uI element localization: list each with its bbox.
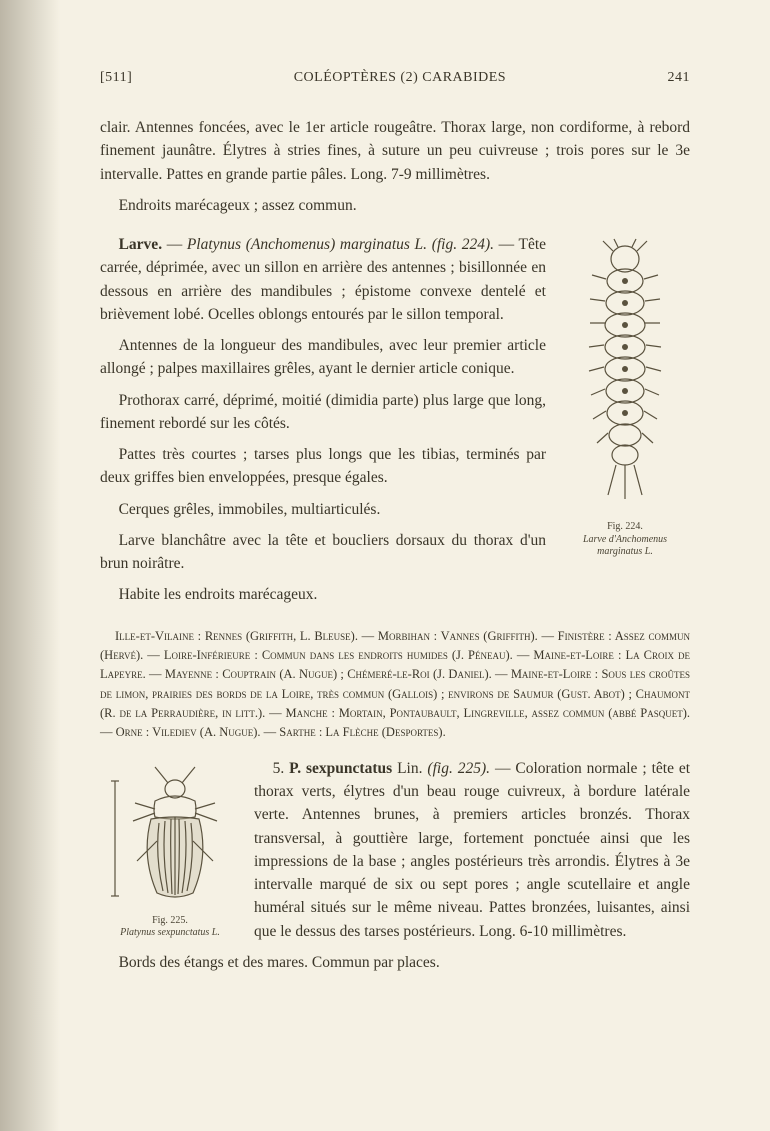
running-title: COLÉOPTÈRES (2) CARABIDES — [294, 70, 506, 86]
fig225-text: Platynus sexpunctatus L. — [120, 927, 220, 938]
fig224-num: Fig. 224. — [607, 521, 643, 532]
entry5-num: 5. — [273, 760, 285, 777]
intro-p2: Endroits marécageux ; assez commun. — [100, 194, 690, 217]
entry5-p2: Bords des étangs et des mares. Commun pa… — [100, 951, 690, 974]
entry-5: Fig. 225. Platynus sexpunctatus L. 5. P.… — [100, 757, 690, 982]
entry5-text: — Coloration normale ; tête et thorax ve… — [254, 760, 690, 940]
page-header: [511] COLÉOPTÈRES (2) CARABIDES 241 — [100, 70, 690, 86]
entry5-auth: Lin. — [397, 760, 422, 777]
larve-figref: (fig. 224). — [432, 236, 494, 253]
larve-p7: Habite les endroits marécageux. — [100, 583, 690, 606]
running-title-a: COLÉOPTÈRES — [294, 70, 397, 85]
larve-species: Platynus (Anchomenus) marginatus L. — [187, 236, 427, 253]
fig224-caption: Fig. 224. Larve d'Anchomenus marginatus … — [560, 521, 690, 559]
fig225-num: Fig. 225. — [152, 915, 188, 926]
entry5-name: P. sexpunctatus — [289, 760, 392, 777]
localities: Ille-et-Vilaine : Rennes (Griffith, L. B… — [100, 627, 690, 743]
larve-section: Fig. 224. Larve d'Anchomenus marginatus … — [100, 233, 690, 615]
entry5-figref: (fig. 225). — [427, 760, 490, 777]
running-title-b: CARABIDES — [422, 70, 506, 85]
figure-224: Fig. 224. Larve d'Anchomenus marginatus … — [560, 237, 690, 559]
fig224-text: Larve d'Anchomenus marginatus L. — [583, 534, 667, 558]
larva-illustration — [570, 237, 680, 517]
larve-label: Larve. — [119, 236, 162, 253]
page-content: [511] COLÉOPTÈRES (2) CARABIDES 241 clai… — [0, 0, 770, 1022]
fig225-caption: Fig. 225. Platynus sexpunctatus L. — [100, 915, 240, 940]
page-number: 241 — [667, 70, 690, 86]
beetle-illustration — [105, 761, 235, 911]
body: clair. Antennes foncées, avec le 1er art… — [100, 116, 690, 982]
intro-p1: clair. Antennes foncées, avec le 1er art… — [100, 116, 690, 186]
running-title-num: (2) — [400, 70, 418, 85]
page-ref-left: [511] — [100, 70, 132, 86]
figure-225: Fig. 225. Platynus sexpunctatus L. — [100, 761, 240, 940]
